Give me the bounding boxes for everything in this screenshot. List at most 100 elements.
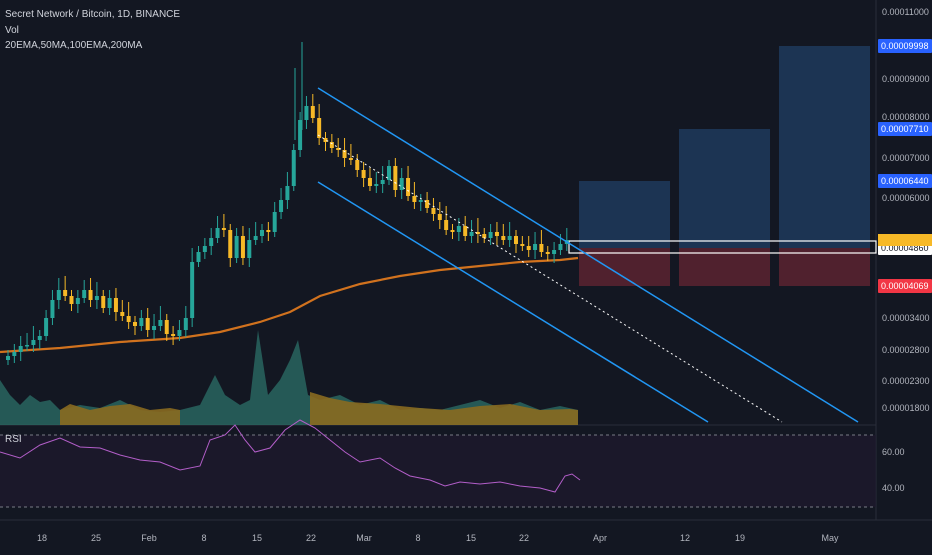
channel-upper-line [317, 87, 859, 423]
candle-body [355, 160, 360, 170]
candle-body [101, 296, 106, 308]
candle-body [361, 170, 366, 178]
entry-box [568, 240, 877, 254]
ma-line [0, 256, 579, 354]
candle-body [501, 236, 506, 240]
price-tick-label: 0.00009000 [882, 74, 930, 84]
rsi-tick-label: 60.00 [882, 447, 905, 457]
time-tick-label: 22 [519, 533, 529, 543]
price-label-box [878, 174, 932, 188]
rsi-legend[interactable]: RSI [5, 434, 22, 445]
price-label-text: 0.00009998 [881, 41, 929, 51]
target-zone [779, 46, 870, 248]
time-tick-label: 25 [91, 533, 101, 543]
candle-body [374, 184, 379, 186]
candle-body [120, 312, 125, 316]
candle-body [82, 290, 87, 298]
time-tick-label: 8 [415, 533, 420, 543]
candle-body [94, 296, 99, 300]
trade-zones [568, 46, 877, 286]
candle-body [253, 236, 258, 240]
candle-body [234, 236, 239, 258]
volume-area-up [0, 330, 578, 425]
time-axis[interactable]: 18 25 Feb 8 15 22 Mar 8 15 22 Apr 12 19 May [37, 533, 839, 543]
candle-body [25, 345, 30, 347]
candle-body [418, 200, 423, 202]
candle-body [399, 178, 404, 190]
price-axis[interactable]: 0.00011000 0.00009000 0.00008000 0.00007000… [878, 7, 932, 413]
candle-body [475, 232, 480, 234]
candle-body [209, 238, 214, 246]
candle-body [272, 212, 277, 232]
stop-zone [679, 248, 770, 286]
price-label-box [878, 279, 932, 293]
candle-body [44, 318, 49, 336]
candle-body [63, 290, 68, 296]
candle-body [31, 340, 36, 345]
candle-body [494, 232, 499, 236]
rsi-panel: 60.00 40.00 [0, 419, 905, 508]
time-tick-label: May [821, 533, 839, 543]
candle-body [133, 322, 137, 326]
candle-body [291, 150, 296, 186]
candle-body [145, 318, 150, 330]
candle-body [304, 106, 309, 120]
stop-zone [579, 248, 670, 286]
price-label-box [878, 122, 932, 136]
descending-channel[interactable] [317, 87, 859, 423]
time-tick-label: 22 [306, 533, 316, 543]
candle-body [279, 200, 284, 212]
time-tick-label: 12 [680, 533, 690, 543]
symbol-title[interactable]: Secret Network / Bitcoin, 1D, BINANCE [5, 9, 181, 20]
candle-body [317, 118, 322, 138]
candle-body [482, 234, 487, 238]
candle-body [50, 300, 55, 318]
candle-body [202, 246, 207, 252]
candle-body [526, 246, 531, 250]
rsi-line [0, 419, 581, 493]
target-zone [679, 129, 770, 248]
ma-legend[interactable]: 20EMA,50MA,100EMA,200MA [5, 40, 143, 51]
candle-body [196, 252, 201, 262]
candle-body [406, 178, 411, 196]
candle-body [520, 244, 525, 246]
candle-body [183, 318, 188, 330]
time-tick-label: Apr [593, 533, 607, 543]
time-tick-label: 19 [735, 533, 745, 543]
candle-body [469, 232, 474, 236]
candle-body [387, 166, 391, 180]
candle-body [152, 326, 157, 330]
candle-body [69, 296, 74, 304]
candle-body [507, 236, 512, 240]
candle-body [329, 142, 334, 148]
candle-body [107, 298, 112, 308]
price-tick-label: 0.00011000 [882, 7, 929, 17]
candle-body [190, 262, 195, 318]
candle-body [488, 232, 493, 238]
price-label-text: 0.00006440 [881, 176, 929, 186]
candle-body [552, 250, 557, 254]
price-label-box [878, 39, 932, 53]
volume-legend[interactable]: Vol [5, 25, 19, 36]
candle-body [348, 158, 353, 160]
candle-body [298, 120, 303, 150]
price-label-text: 0.00004860 [881, 243, 929, 253]
price-tick-label: 0.00002300 [882, 376, 930, 386]
candle-body [56, 290, 61, 300]
candle-body [545, 252, 550, 254]
candle-body [456, 226, 461, 232]
candle-body [380, 180, 385, 184]
ma-200-line [0, 256, 579, 354]
candle-body [177, 330, 182, 336]
candle-body [412, 196, 417, 202]
rsi-band [0, 435, 876, 507]
candle-body [12, 352, 17, 356]
stop-zone [779, 248, 870, 286]
time-tick-label: Feb [141, 533, 157, 543]
candle-body [247, 240, 252, 258]
candle-body [323, 138, 328, 142]
time-tick-label: 15 [466, 533, 476, 543]
candle-body [514, 236, 518, 244]
candle-body [126, 316, 131, 322]
